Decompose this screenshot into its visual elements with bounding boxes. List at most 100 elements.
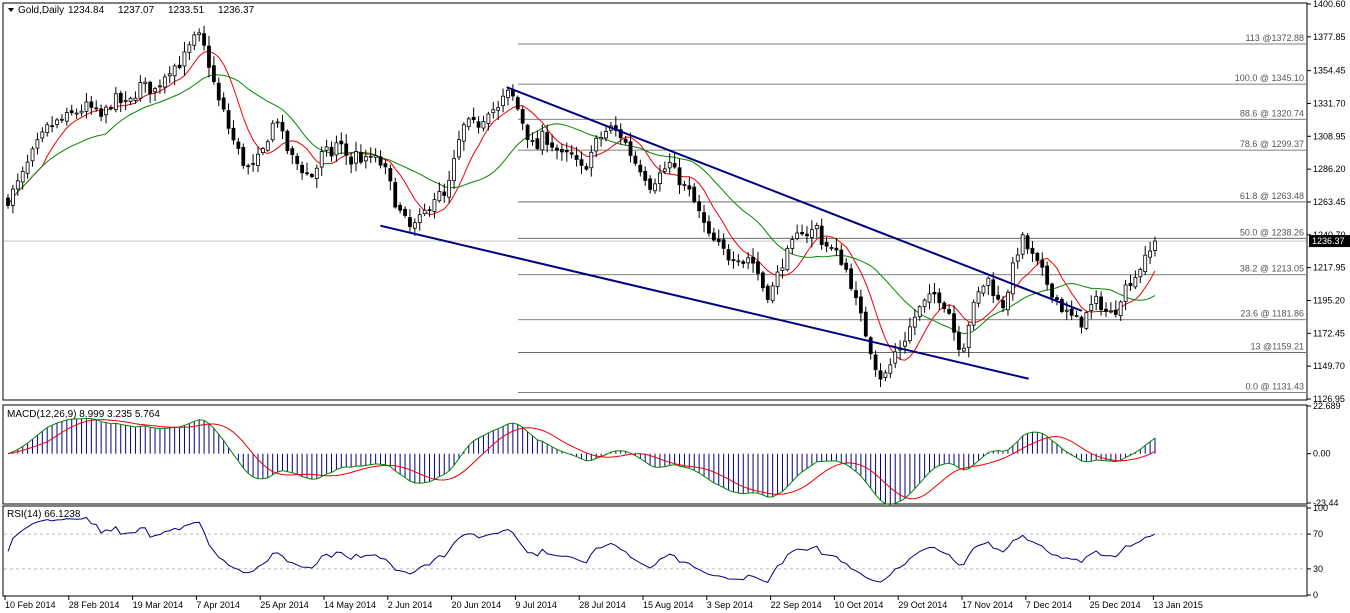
candle: [197, 32, 202, 36]
candle: [344, 143, 349, 156]
candle: [961, 347, 966, 352]
price-axis-label: 1149.70: [1313, 361, 1345, 371]
candle: [265, 141, 270, 151]
time-axis-label: 9 Jul 2014: [515, 600, 557, 610]
fib-level-label: 61.8 @ 1263.48: [1240, 191, 1304, 201]
price-axis-label: 1331.70: [1313, 98, 1346, 108]
candle: [295, 155, 300, 164]
candle: [1133, 277, 1138, 288]
candle: [158, 85, 162, 88]
candle: [765, 285, 770, 300]
fib-level-label: 100.0 @ 1345.10: [1235, 73, 1304, 83]
candle: [1089, 304, 1094, 311]
rsi-levels: [4, 533, 1306, 570]
candle: [1040, 259, 1045, 268]
candle: [6, 197, 10, 206]
fib-level-label: 50.0 @ 1238.26: [1240, 227, 1304, 237]
candle: [471, 116, 476, 121]
candle: [40, 131, 45, 139]
candle: [525, 124, 530, 140]
time-axis-label: 28 Jul 2014: [579, 600, 626, 610]
symbol-dropdown-icon[interactable]: [8, 8, 14, 12]
candle: [1025, 235, 1030, 250]
time-axis-label: 28 Feb 2014: [69, 600, 120, 610]
price-axis-label: 1263.45: [1313, 197, 1346, 207]
candle: [555, 147, 559, 151]
candle: [672, 162, 677, 168]
candle: [373, 155, 378, 158]
time-axis-label: 17 Nov 2014: [962, 600, 1013, 610]
candle: [947, 308, 952, 314]
candle: [226, 110, 231, 129]
candle: [290, 148, 295, 156]
candle: [535, 138, 540, 150]
candle: [1030, 247, 1035, 254]
candle: [648, 178, 653, 190]
candle: [417, 214, 422, 223]
rsi-axis-label: 30: [1313, 564, 1323, 574]
candle: [682, 183, 687, 186]
candle: [359, 152, 363, 163]
candle: [868, 337, 873, 355]
candle: [1123, 284, 1128, 302]
candle: [707, 221, 711, 234]
candle: [604, 131, 608, 139]
candle: [966, 324, 971, 348]
candle: [589, 151, 594, 169]
candle: [427, 209, 432, 212]
candle: [256, 153, 260, 166]
candle: [236, 141, 241, 149]
price-axis-label: 1195.20: [1313, 295, 1345, 305]
price-axis-label: 1286.20: [1313, 164, 1346, 174]
rsi-label: RSI(14) 66.1238: [7, 509, 81, 520]
time-axis-label: 22 Sep 2014: [771, 600, 822, 610]
candle: [981, 285, 986, 294]
candle: [540, 130, 545, 151]
candle: [109, 107, 113, 109]
candle: [123, 99, 128, 102]
candle: [221, 97, 226, 110]
candle: [731, 259, 736, 262]
candle: [388, 168, 393, 182]
time-axis-label: 19 Mar 2014: [133, 600, 184, 610]
candle: [1035, 252, 1040, 262]
candle: [329, 146, 334, 157]
time-axis-label: 7 Dec 2014: [1026, 600, 1072, 610]
candle: [1010, 262, 1015, 295]
candle: [917, 306, 922, 318]
candle: [623, 138, 628, 143]
fib-level-label: 23.6 @ 1181.86: [1240, 309, 1304, 319]
candle: [770, 285, 775, 302]
candle: [55, 119, 59, 125]
candle: [408, 217, 412, 228]
candle: [412, 222, 417, 229]
candle: [628, 141, 633, 156]
candle: [133, 97, 138, 101]
candle: [128, 97, 133, 102]
candle: [50, 125, 55, 128]
candle: [883, 372, 888, 378]
candle: [457, 139, 461, 158]
candle: [824, 242, 829, 247]
time-axis-label: 7 Apr 2014: [196, 600, 240, 610]
candle: [741, 261, 746, 264]
time-axis-label: 20 Jun 2014: [452, 600, 502, 610]
candle: [814, 225, 819, 230]
fib-level-label: 78.6 @ 1299.37: [1240, 139, 1304, 149]
candle: [60, 118, 64, 121]
fib-level-label: 88.6 @ 1320.74: [1240, 108, 1304, 118]
candle: [501, 95, 505, 107]
candle: [202, 33, 206, 46]
candle: [633, 155, 638, 164]
candle: [726, 249, 731, 261]
candle: [241, 147, 246, 166]
candle: [466, 118, 471, 128]
main-panel-frame: [2, 2, 1308, 401]
candle: [172, 65, 177, 77]
time-axis-label: 14 May 2014: [324, 600, 376, 610]
candle: [481, 121, 486, 129]
chart-header: Gold,Daily 1234.84 1237.07 1233.51 1236.…: [8, 5, 255, 16]
price-axis-label: 1354.45: [1313, 66, 1346, 76]
rsi-axis-label: 100: [1313, 503, 1328, 513]
candle: [1064, 309, 1069, 312]
